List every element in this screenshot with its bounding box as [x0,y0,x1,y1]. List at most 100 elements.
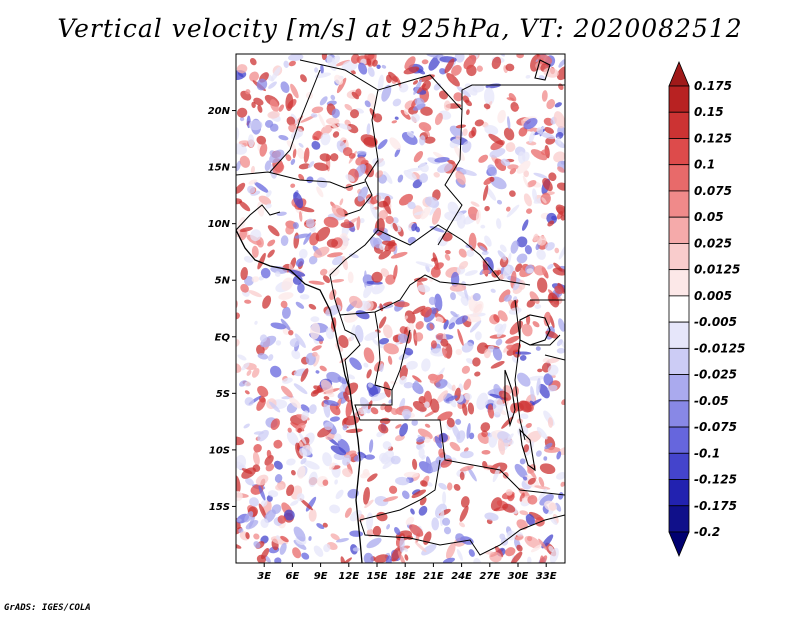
velocity-blotch [368,439,374,453]
velocity-blotch [421,543,437,556]
velocity-blotch [535,450,542,457]
velocity-blotch [313,354,320,367]
velocity-blotch [539,493,554,506]
colorbar-label: 0.025 [694,236,732,250]
velocity-blotch [236,516,241,530]
lat-tick-label: EQ [215,332,231,343]
velocity-blotch [472,300,484,317]
velocity-blotch [519,510,529,516]
velocity-blotch [319,96,328,106]
velocity-blotch [470,201,480,207]
velocity-blotch [512,105,520,111]
velocity-blotch [390,251,408,259]
velocity-blotch [546,212,558,225]
velocity-blotch [464,99,473,107]
velocity-blotch [366,123,371,135]
velocity-blotch [524,245,532,255]
velocity-blotch [484,205,490,212]
velocity-blotch [547,364,559,376]
velocity-blotch [379,363,384,373]
velocity-blotch [455,418,462,425]
velocity-blotch [244,299,252,304]
velocity-blotch [414,97,425,107]
velocity-blotch [556,347,565,354]
colorbar-swatch [668,85,690,113]
velocity-blotch [406,131,415,138]
lon-tick-label: 6E [286,571,300,582]
velocity-blotch [463,55,477,70]
lat-tick-label: 10N [208,219,231,230]
velocity-blotch [553,111,565,129]
velocity-blotch [236,312,240,320]
velocity-blotch [315,226,331,242]
velocity-blotch [326,117,340,125]
velocity-blotch [356,216,361,231]
velocity-blotch [256,397,266,411]
velocity-blotch [424,136,436,144]
velocity-blotch [241,468,253,475]
velocity-blotch [274,271,281,277]
velocity-blotch [236,198,243,205]
velocity-blotch [252,451,260,466]
velocity-blotch [280,318,291,331]
velocity-blotch [367,66,375,77]
colorbar-swatch [668,60,690,87]
velocity-blotch [474,371,481,377]
velocity-blotch [381,64,387,69]
velocity-blotch [431,517,440,531]
velocity-blotch [468,432,475,440]
velocity-blotch [519,354,527,361]
velocity-blotch [464,270,478,276]
velocity-blotch [322,452,333,467]
velocity-blotch [415,226,420,233]
velocity-blotch [267,354,274,362]
velocity-blotch [298,173,305,181]
velocity-blotch [449,125,463,138]
velocity-blotch [244,390,250,395]
velocity-blotch [421,358,431,372]
velocity-blotch [257,104,263,113]
velocity-blotch [320,132,331,146]
velocity-blotch [430,398,440,413]
velocity-blotch [297,147,305,159]
velocity-blotch [436,333,445,341]
lakes [504,59,551,472]
velocity-blotch [307,161,315,169]
velocity-blotch [385,274,396,285]
velocity-blotch [413,150,424,163]
velocity-blotch [505,335,520,344]
velocity-blotch [251,245,259,258]
velocity-blotch [424,401,430,408]
velocity-blotch [440,338,449,347]
velocity-blotch [322,522,328,528]
velocity-blotch [471,126,477,137]
velocity-blotch [466,422,471,439]
velocity-blotch [363,282,374,299]
velocity-blotch [298,142,304,148]
velocity-blotch [382,301,393,306]
velocity-blotch [520,413,529,420]
velocity-blotch [463,286,469,302]
velocity-blotch [289,338,300,348]
velocity-blotch [558,318,565,332]
velocity-blotch [492,347,503,361]
velocity-blotch [260,499,268,507]
velocity-blotch [548,172,557,182]
lon-tick-label: 9E [314,571,328,582]
velocity-blotch [363,552,374,563]
velocity-blotch [466,109,470,115]
velocity-blotch [535,346,541,351]
velocity-blotch [547,263,554,270]
velocity-blotch [259,334,268,343]
velocity-blotch [480,422,491,432]
velocity-blotch [351,54,360,64]
velocity-blotch [283,60,289,68]
velocity-blotch [420,106,433,116]
velocity-blotch [293,526,306,542]
velocity-blotch [372,338,380,347]
velocity-blotch [443,557,455,563]
velocity-blotch [236,436,245,446]
velocity-blotch [421,306,432,318]
velocity-blotch [449,441,461,452]
velocity-blotch [364,54,375,61]
